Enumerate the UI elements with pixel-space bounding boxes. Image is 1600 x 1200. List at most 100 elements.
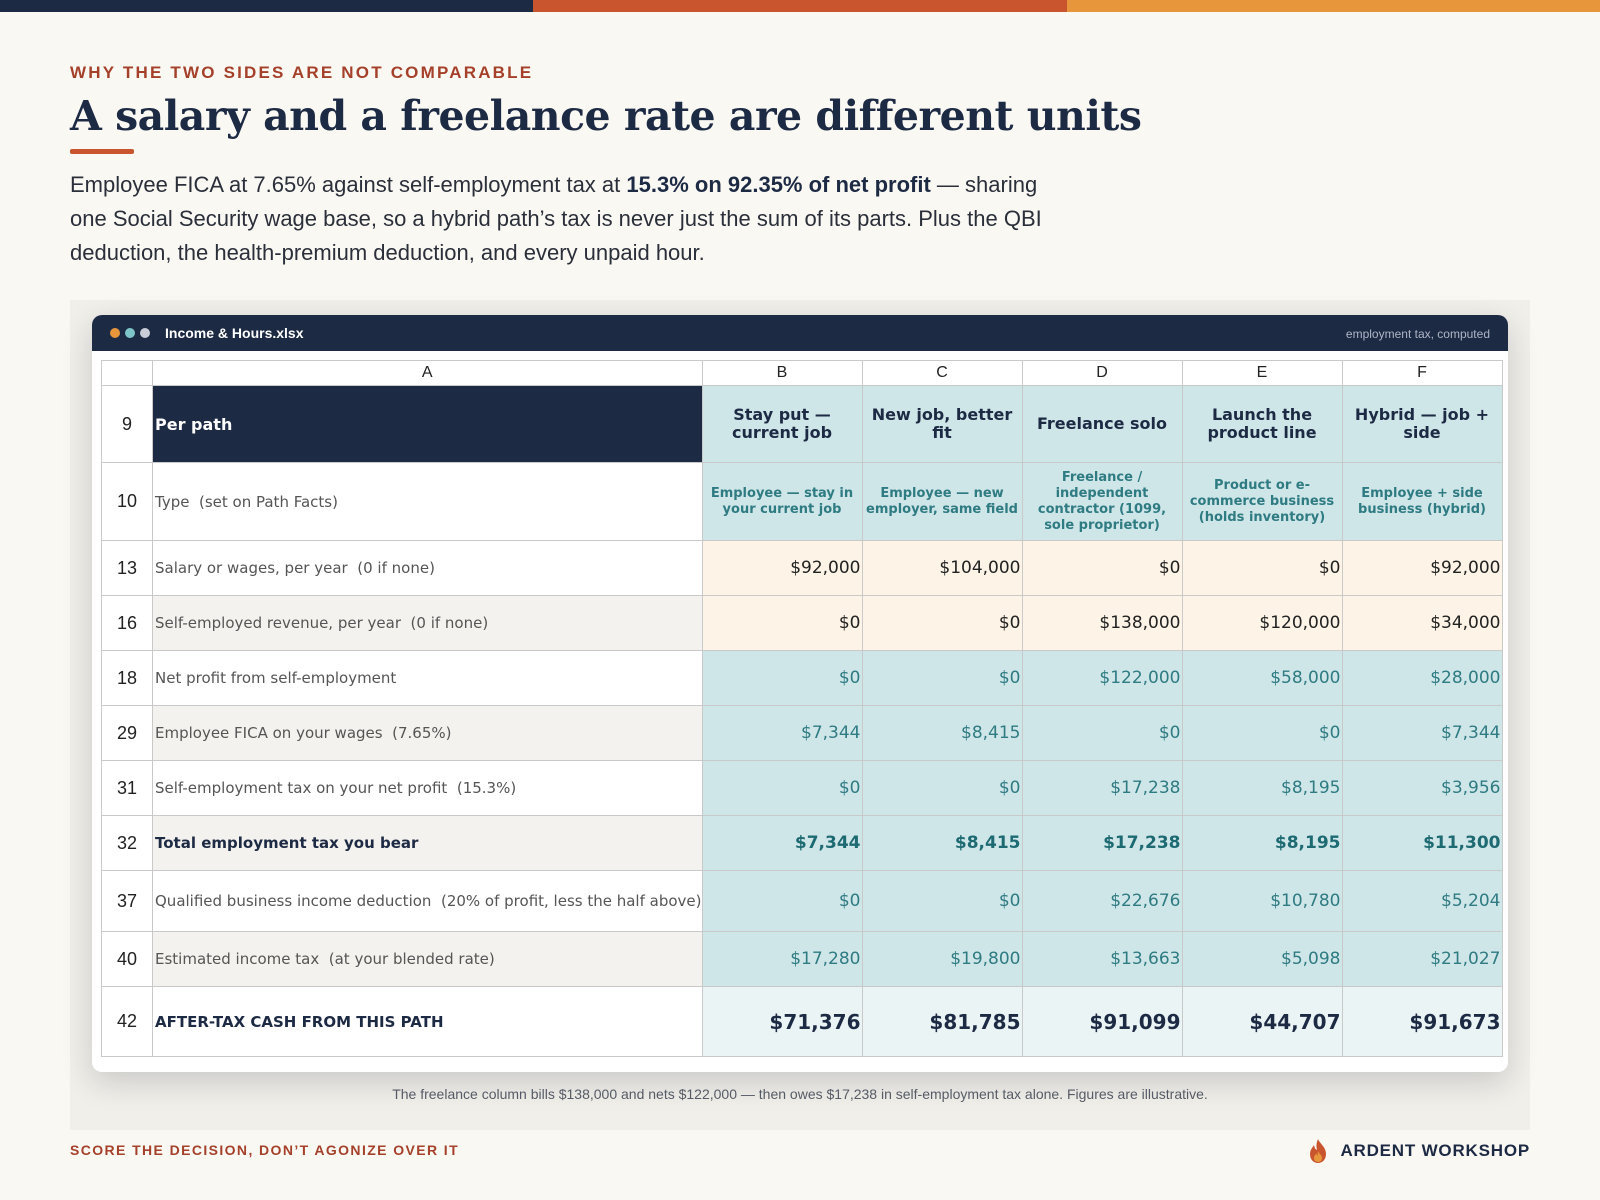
lede-text-start: Employee FICA at 7.65% against self-empl… (70, 172, 627, 197)
row-number[interactable]: 32 (101, 815, 153, 871)
value-cell[interactable]: $71,376 (701, 986, 863, 1057)
value-cell[interactable]: $0 (1021, 705, 1183, 761)
column-letter[interactable] (101, 360, 153, 386)
accent-segment-navy (0, 0, 534, 12)
value-cell[interactable]: $17,238 (1021, 815, 1183, 871)
row-number[interactable]: 16 (101, 595, 153, 651)
column-letter[interactable]: F (1341, 360, 1503, 386)
value-cell[interactable]: $13,663 (1021, 931, 1183, 987)
footer-tagline: SCORE THE DECISION, DON’T AGONIZE OVER I… (70, 1142, 460, 1158)
value-cell[interactable]: $92,000 (1341, 540, 1503, 596)
value-cell[interactable]: $8,415 (861, 815, 1023, 871)
row-label[interactable]: Self-employed revenue, per year (0 if no… (152, 595, 703, 651)
value-cell[interactable]: $0 (1181, 540, 1343, 596)
column-letter[interactable]: E (1181, 360, 1343, 386)
value-cell[interactable]: $22,676 (1021, 870, 1183, 932)
value-cell[interactable]: $7,344 (701, 705, 863, 761)
column-letter[interactable]: C (861, 360, 1023, 386)
value-cell[interactable]: $58,000 (1181, 650, 1343, 706)
value-cell[interactable]: $8,195 (1181, 815, 1343, 871)
value-cell[interactable]: $8,195 (1181, 760, 1343, 816)
window-dot-icon (125, 328, 135, 338)
path-name-cell[interactable]: Freelance solo (1021, 385, 1183, 463)
row-number[interactable]: 9 (101, 385, 153, 463)
row-label[interactable]: AFTER-TAX CASH FROM THIS PATH (152, 986, 703, 1057)
path-type-cell[interactable]: Product or e-commerce business (holds in… (1181, 462, 1343, 541)
row-label-text: Total employment tax you bear (155, 834, 419, 852)
value-cell[interactable]: $34,000 (1341, 595, 1503, 651)
value-cell[interactable]: $8,415 (861, 705, 1023, 761)
value-cell[interactable]: $0 (861, 650, 1023, 706)
row-number[interactable]: 40 (101, 931, 153, 987)
row-number[interactable]: 13 (101, 540, 153, 596)
row-label[interactable]: Total employment tax you bear (152, 815, 703, 871)
row-label[interactable]: Employee FICA on your wages (7.65%) (152, 705, 703, 761)
table-row: 42 AFTER-TAX CASH FROM THIS PATH $71,376 $8… (101, 986, 1503, 1057)
column-letter[interactable]: A (152, 360, 703, 386)
value-cell[interactable]: $104,000 (861, 540, 1023, 596)
path-name-cell[interactable]: Stay put — current job (701, 385, 863, 463)
path-type-cell[interactable]: Freelance / independent contractor (1099… (1021, 462, 1183, 541)
value-cell[interactable]: $11,300 (1341, 815, 1503, 871)
value-cell[interactable]: $21,027 (1341, 931, 1503, 987)
value-cell[interactable]: $3,956 (1341, 760, 1503, 816)
lede-text-end: — sharing one Social Security wage base,… (70, 172, 1042, 265)
row-label-hint: (20% of profit, less the half above) (440, 892, 702, 910)
row-label[interactable]: Net profit from self-employment (152, 650, 703, 706)
value-cell[interactable]: $0 (701, 870, 863, 932)
value-cell[interactable]: $7,344 (1341, 705, 1503, 761)
value-cell[interactable]: $44,707 (1181, 986, 1343, 1057)
value-cell[interactable]: $81,785 (861, 986, 1023, 1057)
row-label[interactable]: Qualified business income deduction (20%… (152, 870, 703, 932)
value-cell[interactable]: $19,800 (861, 931, 1023, 987)
row-label-hint: (15.3%) (456, 779, 517, 797)
value-cell[interactable]: $138,000 (1021, 595, 1183, 651)
row-label-hint: (at your blended rate) (328, 950, 495, 968)
path-type-cell[interactable]: Employee + side business (hybrid) (1341, 462, 1503, 541)
value-cell[interactable]: $0 (701, 650, 863, 706)
row-number[interactable]: 10 (101, 462, 153, 541)
value-cell[interactable]: $7,344 (701, 815, 863, 871)
value-cell[interactable]: $91,099 (1021, 986, 1183, 1057)
value-cell[interactable]: $0 (701, 760, 863, 816)
value-cell[interactable]: $92,000 (701, 540, 863, 596)
row-label[interactable]: Per path (152, 385, 703, 463)
row-label[interactable]: Estimated income tax (at your blended ra… (152, 931, 703, 987)
row-number[interactable]: 29 (101, 705, 153, 761)
row-number[interactable]: 37 (101, 870, 153, 932)
row-label-text: Net profit from self-employment (155, 669, 397, 687)
value-cell[interactable]: $120,000 (1181, 595, 1343, 651)
path-name-cell[interactable]: New job, better fit (861, 385, 1023, 463)
value-cell[interactable]: $91,673 (1341, 986, 1503, 1057)
value-cell[interactable]: $0 (861, 760, 1023, 816)
path-type-cell[interactable]: Employee — new employer, same field (861, 462, 1023, 541)
title-underline (70, 149, 134, 154)
value-cell[interactable]: $10,780 (1181, 870, 1343, 932)
row-label[interactable]: Type (set on Path Facts) (152, 462, 703, 541)
value-cell[interactable]: $0 (861, 870, 1023, 932)
row-number[interactable]: 18 (101, 650, 153, 706)
row-label[interactable]: Salary or wages, per year (0 if none) (152, 540, 703, 596)
top-accent-bar (0, 0, 1600, 12)
path-name-cell[interactable]: Launch the product line (1181, 385, 1343, 463)
path-type-cell[interactable]: Employee — stay in your current job (701, 462, 863, 541)
value-cell[interactable]: $122,000 (1021, 650, 1183, 706)
value-cell[interactable]: $5,098 (1181, 931, 1343, 987)
value-cell[interactable]: $0 (861, 595, 1023, 651)
value-cell[interactable]: $17,238 (1021, 760, 1183, 816)
row-label-hint: (0 if none) (410, 614, 489, 632)
value-cell[interactable]: $0 (1021, 540, 1183, 596)
path-name-cell[interactable]: Hybrid — job + side (1341, 385, 1503, 463)
column-letter[interactable]: B (701, 360, 863, 386)
row-number[interactable]: 31 (101, 760, 153, 816)
figure-caption: The freelance column bills $138,000 and … (392, 1086, 1208, 1102)
value-cell[interactable]: $5,204 (1341, 870, 1503, 932)
column-letter[interactable]: D (1021, 360, 1183, 386)
value-cell[interactable]: $17,280 (701, 931, 863, 987)
value-cell[interactable]: $0 (701, 595, 863, 651)
value-cell[interactable]: $0 (1181, 705, 1343, 761)
value-cell[interactable]: $28,000 (1341, 650, 1503, 706)
row-number[interactable]: 42 (101, 986, 153, 1057)
row-label[interactable]: Self-employment tax on your net profit (… (152, 760, 703, 816)
window-note: employment tax, computed (1345, 327, 1490, 341)
